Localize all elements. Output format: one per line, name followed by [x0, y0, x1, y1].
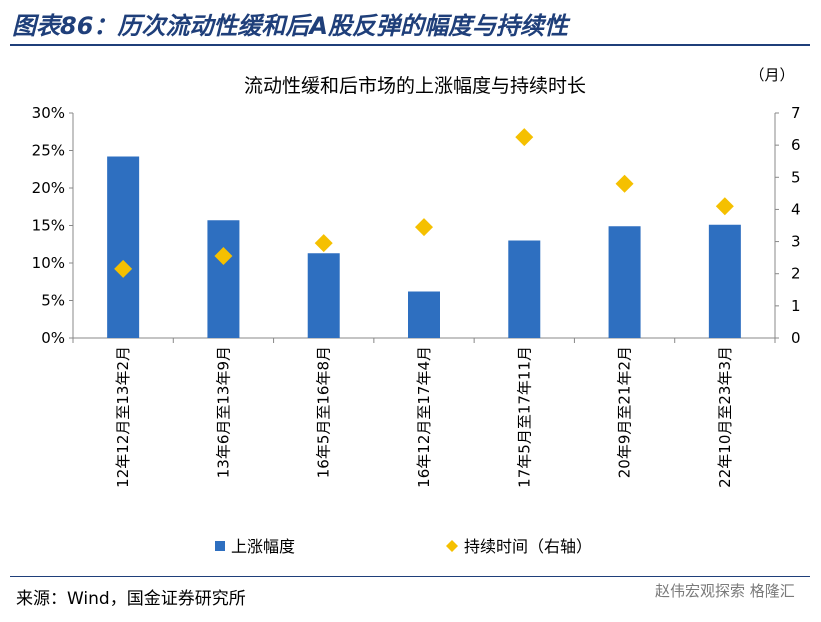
bar: [508, 240, 541, 338]
duration-marker: [114, 259, 133, 278]
page-title: 图表86：历次流动性缓和后A股反弹的幅度与持续性: [12, 12, 568, 40]
bar: [307, 253, 340, 338]
x-tick-label: 13年6月至13年9月: [214, 346, 232, 478]
left-tick-label: 0%: [41, 329, 65, 347]
bar: [107, 156, 140, 338]
x-tick-label: 22年10月至23年3月: [716, 346, 734, 488]
x-axis-labels: 12年12月至13年2月 13年6月至13年9月 16年5月至16年8月 16年12月…: [114, 346, 734, 488]
left-tick-label: 10%: [32, 254, 65, 272]
right-tick-label: 4: [791, 200, 801, 218]
bar: [608, 226, 641, 338]
header-divider: [10, 44, 810, 46]
x-tick-label: 16年5月至16年8月: [315, 346, 333, 478]
footer-divider: [10, 576, 810, 577]
chart-title: 流动性缓和后市场的上涨幅度与持续时长: [244, 75, 586, 97]
left-tick-label: 20%: [32, 179, 65, 197]
source-note: 来源：Wind，国金证券研究所: [16, 589, 246, 609]
duration-marker: [214, 247, 233, 266]
right-tick-label: 5: [791, 168, 801, 186]
duration-marker: [715, 197, 734, 216]
x-tick-label: 12年12月至13年2月: [114, 346, 132, 488]
x-tick-label: 16年12月至17年4月: [415, 346, 433, 488]
duration-marker: [615, 174, 634, 193]
right-tick-label: 0: [791, 329, 801, 347]
bar: [207, 220, 240, 338]
marker-series: [114, 128, 734, 278]
right-tick-label: 7: [791, 104, 801, 122]
right-tick-label: 3: [791, 233, 801, 251]
watermark: 赵伟宏观探索 格隆汇: [655, 582, 795, 600]
bar-series: [107, 156, 741, 338]
bar: [708, 224, 741, 338]
left-tick-label: 5%: [41, 292, 65, 310]
bar: [408, 291, 440, 338]
duration-marker: [415, 218, 433, 237]
axes: 0% 5% 10% 15% 20% 25% 30% 0 1 2 3 4 5 6 7: [32, 104, 801, 347]
x-tick-label: 20年9月至21年2月: [616, 346, 634, 478]
right-axis-unit: （月）: [749, 66, 794, 84]
chart: 流动性缓和后市场的上涨幅度与持续时长 （月） 0% 5% 10% 15% 20% 25% 3…: [32, 66, 801, 556]
legend-bar-swatch: [215, 541, 225, 551]
right-tick-label: 2: [791, 265, 801, 283]
left-tick-label: 30%: [32, 104, 65, 122]
right-tick-label: 6: [791, 136, 801, 154]
legend: 上涨幅度 持续时间（右轴）: [215, 537, 592, 556]
right-tick-label: 1: [791, 297, 801, 315]
left-tick-label: 25%: [32, 142, 65, 160]
legend-bar-label: 上涨幅度: [231, 537, 295, 556]
x-tick-label: 17年5月至17年11月: [515, 346, 533, 488]
legend-marker-swatch: [446, 540, 458, 552]
left-tick-label: 15%: [32, 217, 65, 235]
duration-marker: [515, 128, 534, 147]
duration-marker: [314, 234, 333, 253]
legend-marker-label: 持续时间（右轴）: [464, 537, 592, 556]
